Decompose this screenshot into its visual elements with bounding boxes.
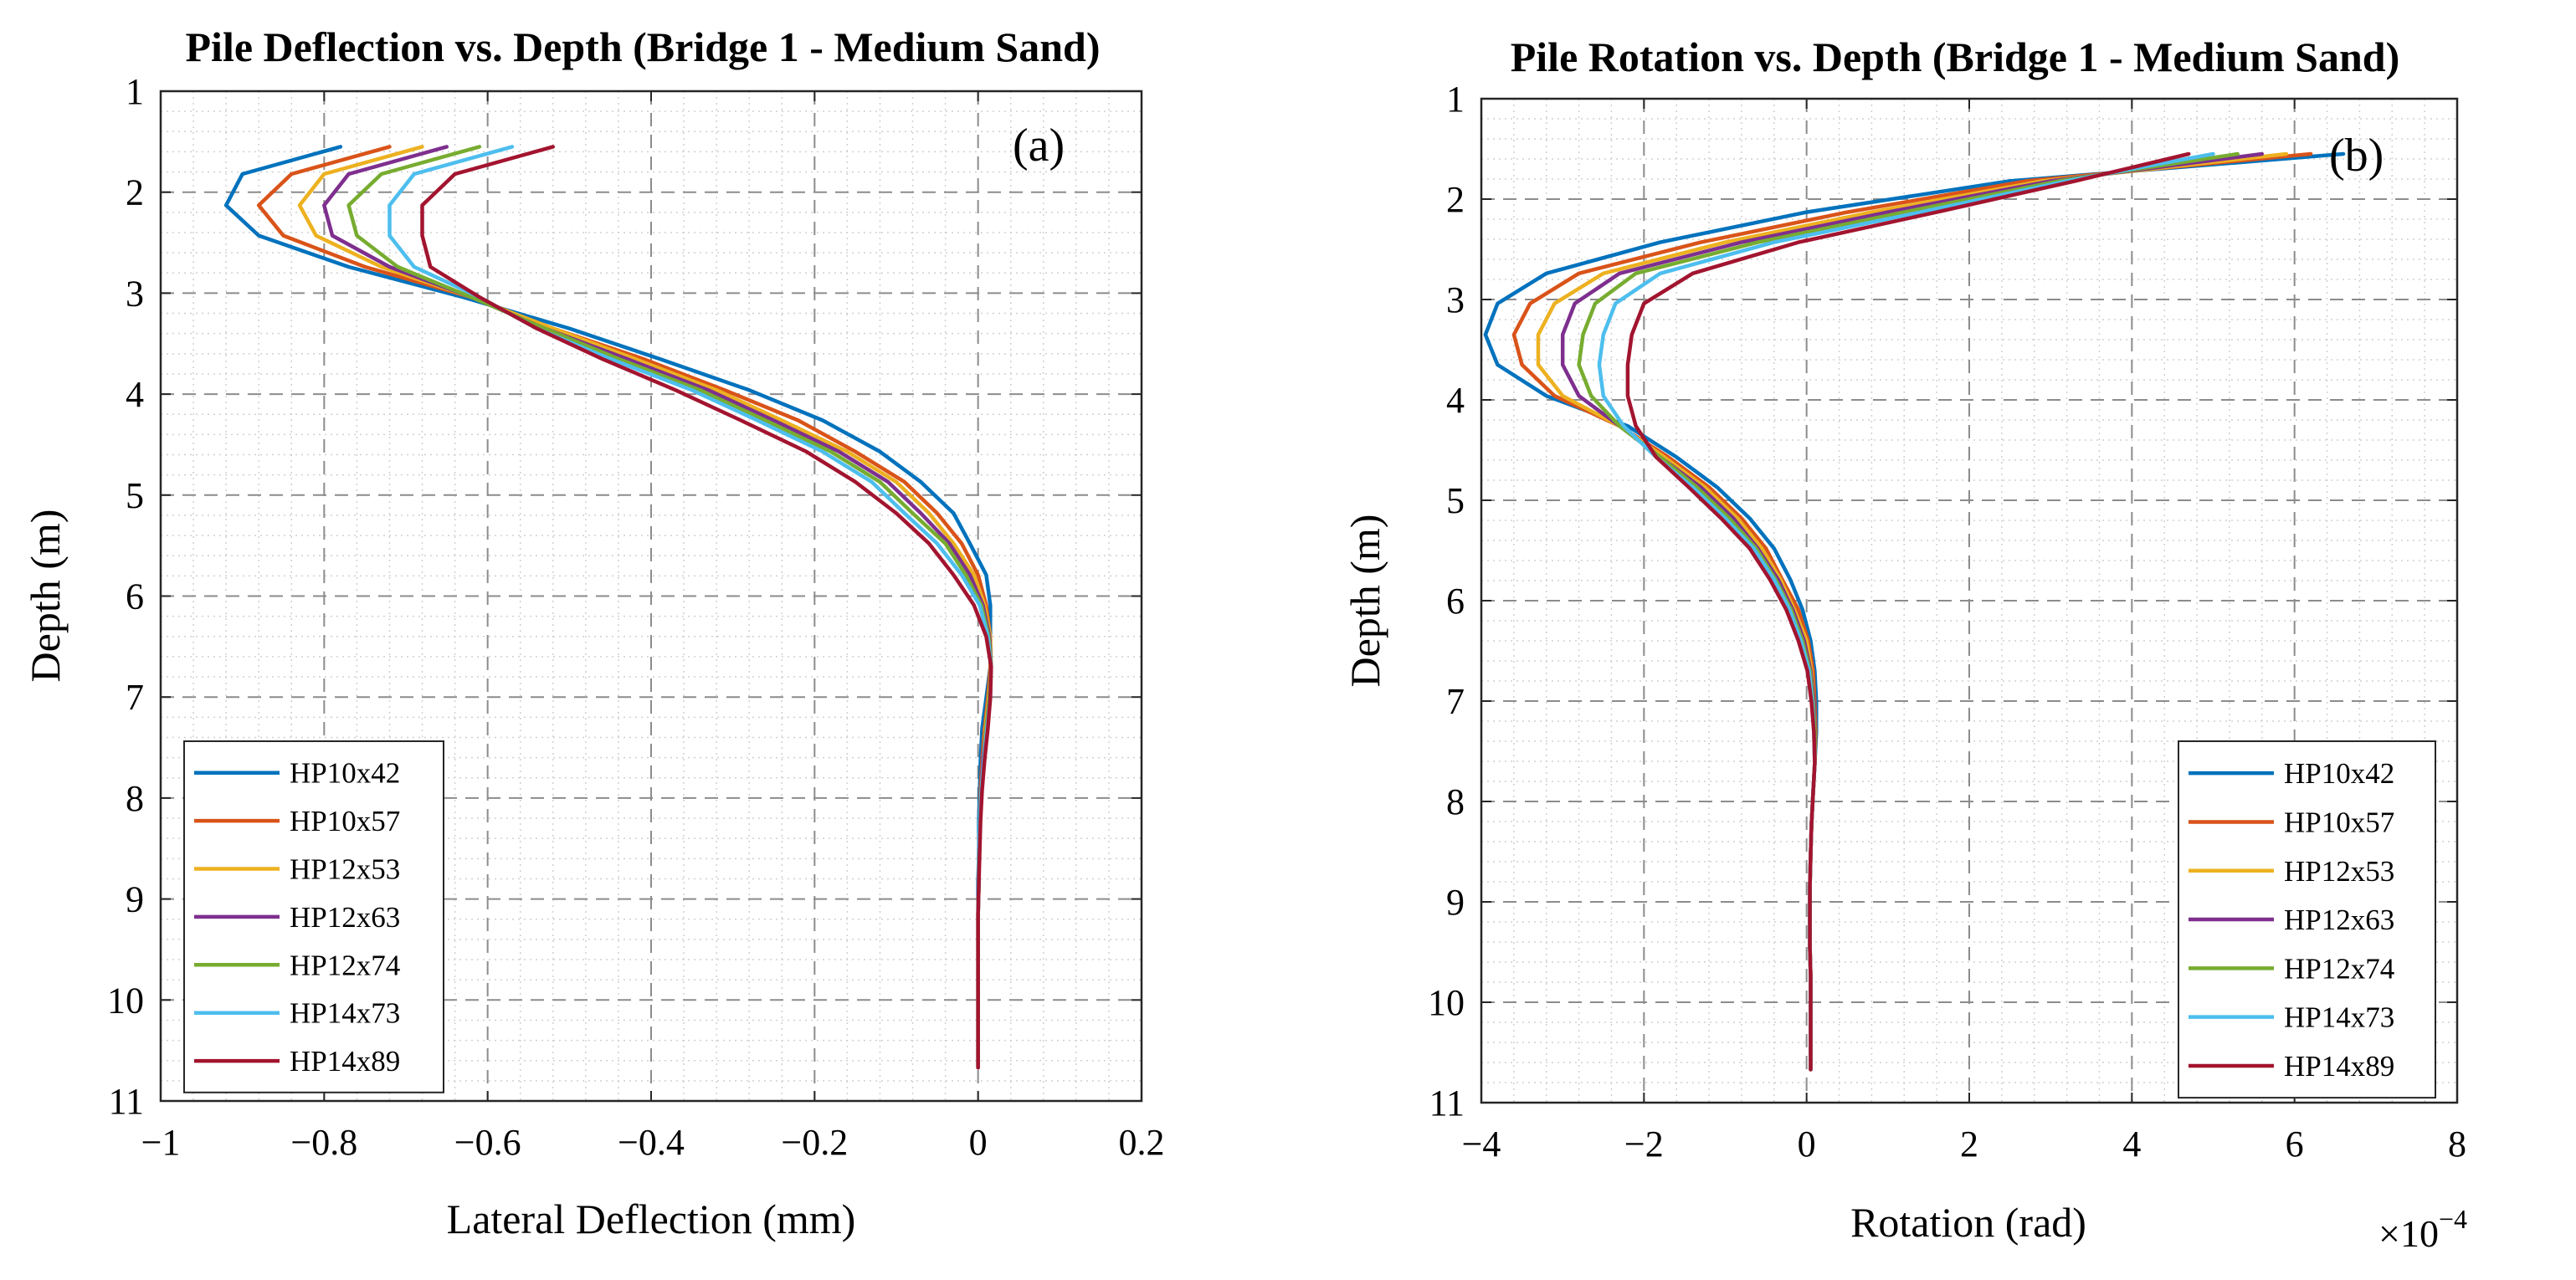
chart-b-x-tick-label: 2: [1960, 1124, 1978, 1165]
chart-a-y-tick-label: 3: [126, 273, 144, 314]
chart-b-y-tick-label: 4: [1446, 380, 1465, 421]
chart-a-legend-label-hp14x73: HP14x73: [290, 997, 400, 1030]
chart-a-y-tick-label: 10: [107, 980, 144, 1021]
chart-b-x-multiplier-base: ×10: [2378, 1212, 2439, 1255]
chart-a-series: [223, 145, 993, 1070]
chart-b-panel-label: (b): [2329, 130, 2384, 182]
chart-b-legend-label-hp12x53: HP12x53: [2284, 855, 2394, 888]
chart-a-x-tick-label: −1: [141, 1122, 181, 1163]
chart-a-xlabel: Lateral Deflection (mm): [447, 1196, 856, 1242]
chart-a-legend-label-hp12x63: HP12x63: [290, 901, 400, 934]
chart-b-legend-label-hp10x42: HP10x42: [2284, 757, 2394, 790]
chart-b-x-tick-label: −2: [1624, 1124, 1664, 1165]
chart-a-y-tick-label: 6: [126, 576, 144, 617]
chart-b-y-tick-label: 10: [1428, 982, 1465, 1023]
chart-b-x-tick-label: 0: [1798, 1124, 1816, 1165]
chart-a-ylabel: Depth (m): [22, 509, 69, 683]
chart-b-series: [1483, 151, 2346, 1072]
chart-b-y-tick-label: 2: [1446, 179, 1465, 220]
chart-b-legend-label-hp12x63: HP12x63: [2284, 904, 2394, 936]
chart-b-series-line-hp14x89: [1625, 151, 2191, 1072]
chart-b-y-tick-label: 8: [1446, 781, 1465, 822]
chart-b-y-tick-label: 3: [1446, 279, 1465, 320]
chart-b-xlabel: Rotation (rad): [1850, 1199, 2086, 1246]
chart-b-x-multiplier: ×10−4: [2378, 1204, 2467, 1255]
chart-a-x-tick-label: −0.8: [290, 1122, 357, 1163]
chart-a-x-tick-label: 0.2: [1119, 1122, 1165, 1163]
chart-b-legend-label-hp14x89: HP14x89: [2284, 1050, 2394, 1083]
chart-b-y-tick-label: 9: [1446, 882, 1465, 923]
chart-a-series-line-hp14x89: [420, 145, 993, 1070]
chart-b-x-tick-label: 6: [2286, 1124, 2304, 1165]
chart-a-legend-label-hp12x53: HP12x53: [290, 853, 400, 886]
chart-a-legend-label-hp10x57: HP10x57: [290, 805, 400, 837]
chart-a-y-tick-label: 4: [126, 374, 144, 415]
chart-a-ticks: −1 −0.8 −0.6 −0.4 −0.2 0 0.2 1 2 3 4 5 6 7 8 9 10 11: [107, 71, 1165, 1163]
chart-b-legend-label-hp12x74: HP12x74: [2284, 952, 2394, 985]
chart-a-legend-label-hp10x42: HP10x42: [290, 757, 400, 790]
chart-a-y-tick-label: 7: [126, 677, 144, 718]
chart-a-y-tick-label: 5: [126, 475, 144, 516]
chart-a-legend-label-hp12x74: HP12x74: [290, 949, 400, 981]
chart-b-y-tick-label: 6: [1446, 581, 1465, 622]
chart-a-x-tick-label: 0: [969, 1122, 988, 1163]
chart-a-y-tick-label: 1: [126, 71, 144, 112]
chart-a-panel-label: (a): [1013, 120, 1065, 172]
chart-a-x-tick-label: −0.6: [454, 1122, 521, 1163]
chart-b-y-tick-label: 11: [1429, 1083, 1465, 1124]
chart-b-y-tick-label: 7: [1446, 681, 1465, 722]
chart-b-x-tick-label: −4: [1462, 1124, 1501, 1165]
chart-b-title: Pile Rotation vs. Depth (Bridge 1 - Medi…: [1511, 33, 2400, 80]
chart-a-x-tick-label: −0.4: [618, 1122, 685, 1163]
chart-b-x-multiplier-exponent: −4: [2439, 1204, 2467, 1234]
chart-b-ylabel: Depth (m): [1342, 515, 1388, 688]
chart-b: Pile Rotation vs. Depth (Bridge 1 - Medi…: [1342, 33, 2467, 1255]
chart-a-legend-label-hp14x89: HP14x89: [290, 1045, 400, 1078]
chart-a-y-tick-label: 11: [109, 1081, 144, 1122]
chart-a-legend: HP10x42 HP10x57 HP12x53 HP12x63 HP12x74 HP14x…: [183, 740, 444, 1093]
chart-b-y-tick-label: 5: [1446, 480, 1465, 521]
chart-a-title: Pile Deflection vs. Depth (Bridge 1 - Me…: [186, 23, 1101, 70]
chart-a-y-tick-label: 2: [126, 172, 144, 213]
chart-b-y-tick-label: 1: [1446, 79, 1465, 120]
chart-a-x-tick-label: −0.2: [781, 1122, 848, 1163]
chart-b-x-tick-label: 8: [2448, 1124, 2466, 1165]
chart-a-y-tick-label: 8: [126, 778, 144, 819]
chart-b-legend-label-hp14x73: HP14x73: [2284, 1001, 2394, 1034]
chart-b-legend: HP10x42 HP10x57 HP12x53 HP12x63 HP12x74 HP14x…: [2178, 740, 2436, 1099]
chart-b-ticks: −4 −2 0 2 4 6 8 1 2 3 4 5 6 7 8 9 10 11: [1428, 79, 2466, 1165]
chart-a: Pile Deflection vs. Depth (Bridge 1 - Me…: [22, 23, 1165, 1242]
chart-b-legend-label-hp10x57: HP10x57: [2284, 806, 2394, 838]
chart-b-x-tick-label: 4: [2122, 1124, 2141, 1165]
chart-a-y-tick-label: 9: [126, 879, 144, 920]
